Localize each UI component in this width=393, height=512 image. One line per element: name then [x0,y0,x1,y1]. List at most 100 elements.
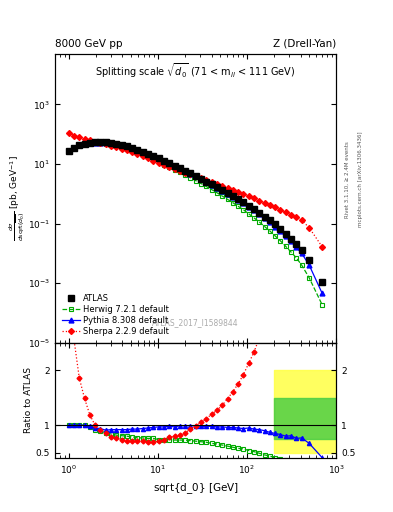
Herwig 7.2.1 default [215,189,219,196]
Herwig 7.2.1 default [230,200,235,206]
Sherpa 2.2.9 default [93,139,97,145]
Sherpa 2.2.9 default [283,209,288,215]
Pythia 8.308 default [167,160,172,166]
Sherpa 2.2.9 default [146,155,151,161]
Pythia 8.308 default [114,142,119,148]
Sherpa 2.2.9 default [140,153,145,159]
ATLAS [77,142,82,148]
Herwig 7.2.1 default [108,142,113,148]
Herwig 7.2.1 default [273,233,277,239]
Sherpa 2.2.9 default [262,200,267,206]
ATLAS [262,214,267,220]
ATLAS [193,173,198,179]
Sherpa 2.2.9 default [198,175,203,181]
Line: Sherpa 2.2.9 default: Sherpa 2.2.9 default [67,131,324,249]
Text: Splitting scale $\sqrt{d_0}$ (71 < m$_{ll}$ < 111 GeV): Splitting scale $\sqrt{d_0}$ (71 < m$_{l… [95,61,296,80]
Y-axis label: $\frac{d\sigma}{d\mathrm{sqrt}(\overline{d_0})}$ [pb, GeV$^{-1}$]: $\frac{d\sigma}{d\mathrm{sqrt}(\overline… [8,155,26,241]
Herwig 7.2.1 default [220,193,224,199]
ATLAS [320,279,325,285]
Pythia 8.308 default [215,185,219,191]
X-axis label: $\mathrm{sqrt\{d\_0\}}$ [GeV]: $\mathrm{sqrt\{d\_0\}}$ [GeV] [152,481,239,496]
Herwig 7.2.1 default [278,238,283,244]
Herwig 7.2.1 default [289,249,294,255]
Pythia 8.308 default [177,165,182,172]
Legend: ATLAS, Herwig 7.2.1 default, Pythia 8.308 default, Sherpa 2.2.9 default: ATLAS, Herwig 7.2.1 default, Pythia 8.30… [58,290,173,339]
Sherpa 2.2.9 default [119,145,124,152]
Pythia 8.308 default [289,239,294,245]
Text: 8000 GeV pp: 8000 GeV pp [55,38,123,49]
ATLAS [130,145,134,151]
Pythia 8.308 default [125,144,129,150]
Pythia 8.308 default [72,145,76,151]
Herwig 7.2.1 default [193,178,198,184]
Pythia 8.308 default [119,143,124,149]
Sherpa 2.2.9 default [236,189,241,195]
Sherpa 2.2.9 default [193,173,198,179]
Pythia 8.308 default [278,228,283,234]
Sherpa 2.2.9 default [183,169,187,176]
Line: Pythia 8.308 default: Pythia 8.308 default [66,140,325,296]
ATLAS [289,236,294,242]
Herwig 7.2.1 default [209,186,214,193]
ATLAS [156,155,161,161]
Herwig 7.2.1 default [103,141,108,147]
Herwig 7.2.1 default [135,150,140,156]
Pythia 8.308 default [156,156,161,162]
ATLAS [162,158,166,164]
ATLAS [204,179,209,185]
Herwig 7.2.1 default [225,196,230,202]
Sherpa 2.2.9 default [130,149,134,155]
Pythia 8.308 default [188,170,193,177]
Herwig 7.2.1 default [188,175,193,181]
Herwig 7.2.1 default [130,148,134,154]
Sherpa 2.2.9 default [77,134,82,140]
Sherpa 2.2.9 default [125,147,129,154]
ATLAS [125,143,129,149]
Herwig 7.2.1 default [93,140,97,146]
Pythia 8.308 default [82,141,87,147]
Pythia 8.308 default [172,163,177,169]
Herwig 7.2.1 default [156,159,161,165]
Pythia 8.308 default [320,290,325,296]
ATLAS [225,190,230,196]
Sherpa 2.2.9 default [209,179,214,185]
Pythia 8.308 default [220,187,224,194]
Sherpa 2.2.9 default [230,187,235,193]
Sherpa 2.2.9 default [172,165,177,172]
ATLAS [236,196,241,202]
Herwig 7.2.1 default [177,169,182,175]
Pythia 8.308 default [236,197,241,203]
Pythia 8.308 default [103,140,108,146]
Sherpa 2.2.9 default [220,183,224,189]
ATLAS [198,176,203,182]
ATLAS [98,139,103,145]
Sherpa 2.2.9 default [294,215,299,221]
ATLAS [82,141,87,147]
ATLAS [87,140,92,146]
ATLAS [72,145,76,151]
Herwig 7.2.1 default [236,203,241,209]
Herwig 7.2.1 default [183,172,187,178]
Sherpa 2.2.9 default [151,158,156,164]
ATLAS [66,147,71,154]
Pythia 8.308 default [135,147,140,154]
Herwig 7.2.1 default [172,166,177,173]
ATLAS [93,139,97,145]
ATLAS [268,218,272,224]
ATLAS [103,139,108,145]
ATLAS [230,193,235,199]
Sherpa 2.2.9 default [82,136,87,142]
Herwig 7.2.1 default [283,243,288,249]
Sherpa 2.2.9 default [246,193,251,199]
ATLAS [273,221,277,227]
Pythia 8.308 default [151,154,156,160]
ATLAS [209,181,214,187]
Pythia 8.308 default [140,150,145,156]
Herwig 7.2.1 default [252,215,256,221]
Herwig 7.2.1 default [114,143,119,149]
Pythia 8.308 default [252,207,256,214]
Herwig 7.2.1 default [82,141,87,147]
Pythia 8.308 default [294,244,299,250]
ATLAS [257,210,262,216]
Pythia 8.308 default [268,219,272,225]
